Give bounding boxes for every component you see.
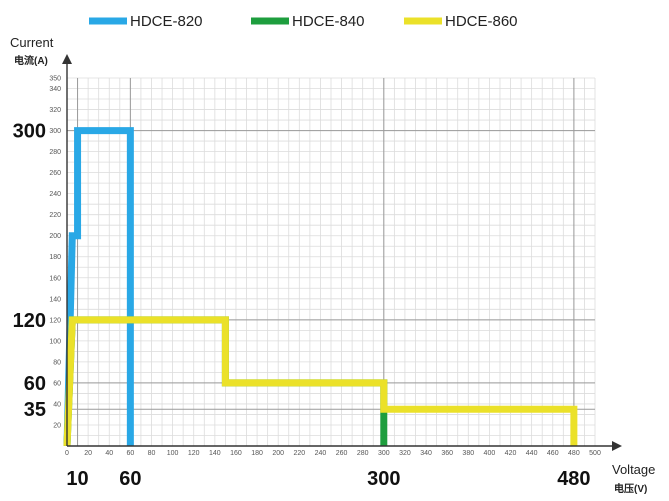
y-tick-label: 180	[49, 254, 61, 261]
x-tick-label: 0	[65, 450, 69, 457]
y-highlight-label: 120	[13, 310, 46, 332]
x-tick-label: 180	[251, 450, 263, 457]
y-tick-label: 80	[53, 359, 61, 366]
x-highlight-label: 480	[557, 468, 590, 490]
y-tick-label: 140	[49, 296, 61, 303]
x-tick-label: 400	[484, 450, 496, 457]
chart-grid	[67, 77, 596, 446]
y-axis-subtitle: 电流(A)	[14, 54, 48, 67]
x-tick-label: 380	[462, 450, 474, 457]
x-tick-label: 340	[420, 450, 432, 457]
x-tick-label: 40	[105, 450, 113, 457]
x-tick-label: 440	[526, 450, 538, 457]
y-axis-arrow	[62, 54, 72, 64]
x-tick-label: 260	[336, 450, 348, 457]
x-tick-label: 460	[547, 450, 559, 457]
y-tick-label: 160	[49, 275, 61, 282]
x-axis-title: Voltage	[612, 462, 655, 477]
y-highlight-label: 35	[24, 399, 46, 421]
y-tick-label: 280	[49, 149, 61, 156]
x-tick-label: 20	[84, 450, 92, 457]
x-tick-label: 100	[167, 450, 179, 457]
x-tick-label: 320	[399, 450, 411, 457]
y-highlight-label: 300	[13, 121, 46, 143]
chart-axes	[62, 54, 622, 451]
y-tick-label: 120	[49, 317, 61, 324]
y-tick-label: 300	[49, 128, 61, 135]
legend-label-hdce-840: HDCE-840	[292, 13, 365, 30]
x-highlight-label: 10	[66, 468, 88, 490]
series-line-hdce-820	[63, 127, 134, 447]
y-tick-label: 220	[49, 212, 61, 219]
x-tick-label: 360	[441, 450, 453, 457]
y-tick-label: 20	[53, 422, 61, 429]
chart-ticks: 0 20 40 60 80 100 120 140 160 180 200 220 240 260 280 3…	[13, 76, 601, 491]
chart-series	[63, 127, 578, 447]
x-axis-subtitle: 电压(V)	[614, 482, 647, 495]
y-tick-label: 240	[49, 191, 61, 198]
x-tick-label: 220	[293, 450, 305, 457]
x-tick-label: 160	[230, 450, 242, 457]
x-tick-label: 140	[209, 450, 221, 457]
series-line-hdce-860	[63, 316, 578, 447]
x-tick-label: 80	[148, 450, 156, 457]
x-tick-label: 420	[505, 450, 517, 457]
y-tick-label: 40	[53, 401, 61, 408]
x-highlight-label: 60	[119, 468, 141, 490]
y-tick-label: 320	[49, 107, 61, 114]
x-highlight-label: 300	[367, 468, 400, 490]
y-highlight-label: 60	[24, 373, 46, 395]
x-axis-arrow	[612, 441, 622, 451]
x-tick-label: 60	[126, 450, 134, 457]
y-tick-label: 100	[49, 338, 61, 345]
x-tick-label: 200	[272, 450, 284, 457]
legend-label-hdce-860: HDCE-860	[445, 13, 518, 30]
legend-label-hdce-820: HDCE-820	[130, 13, 203, 30]
x-tick-label: 120	[188, 450, 200, 457]
x-tick-label: 280	[357, 450, 369, 457]
y-axis-title: Current	[10, 35, 54, 50]
x-tick-label: 480	[568, 450, 580, 457]
x-tick-label: 240	[315, 450, 327, 457]
y-tick-label: 340	[49, 86, 61, 93]
x-tick-label: 500	[589, 450, 601, 457]
y-tick-label: 260	[49, 170, 61, 177]
x-tick-label: 300	[378, 450, 390, 457]
y-tick-label: 60	[53, 380, 61, 387]
y-tick-label: 200	[49, 233, 61, 240]
chart-legend: HDCE-820 HDCE-840 HDCE-860	[89, 13, 518, 30]
y-tick-label: 350	[49, 76, 61, 83]
